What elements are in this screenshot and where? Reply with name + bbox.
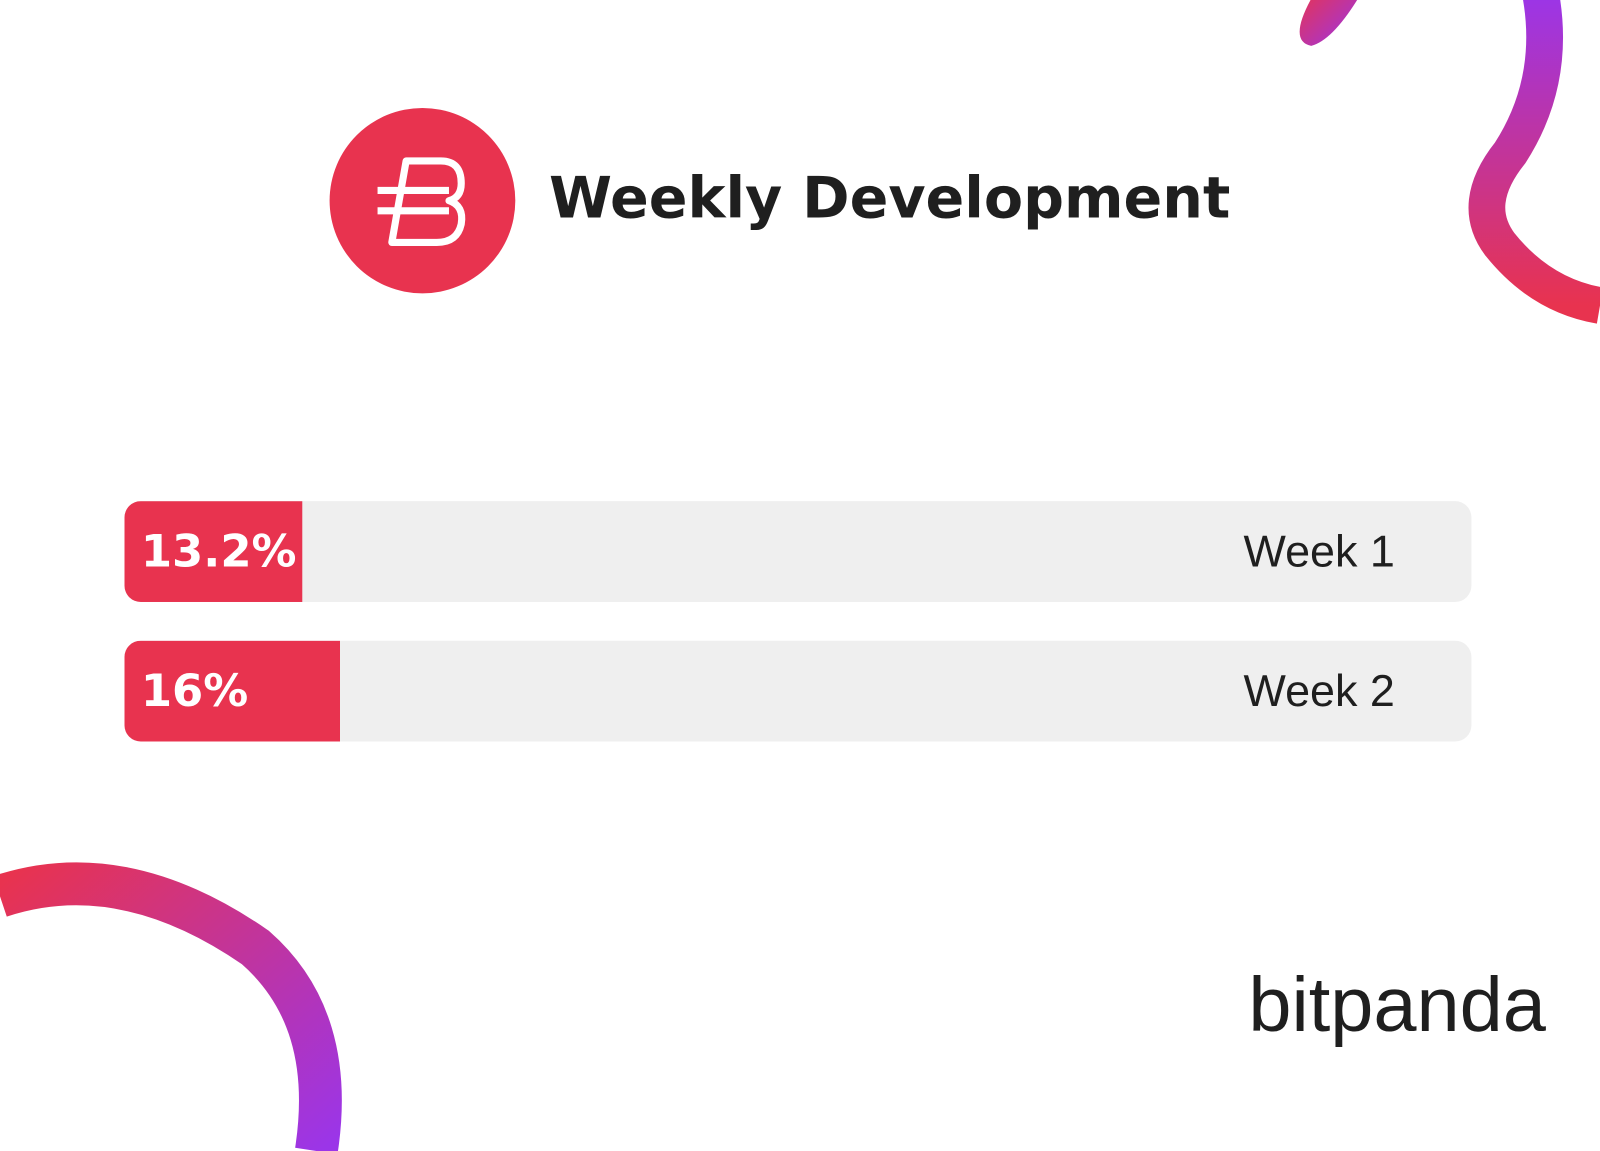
category-label: Week 2 [1244,665,1395,716]
bar-track [124,640,1472,742]
category-label: Week 1 [1244,525,1395,576]
bar-track [124,501,1472,602]
bar [124,640,340,742]
chart-title: Weekly Development [549,165,1230,231]
logo [329,107,516,294]
brand-logo: bitpanda [1248,962,1546,1048]
bar [124,501,303,602]
value-label: 13.2% [141,525,297,578]
value-label: 16% [141,664,248,717]
